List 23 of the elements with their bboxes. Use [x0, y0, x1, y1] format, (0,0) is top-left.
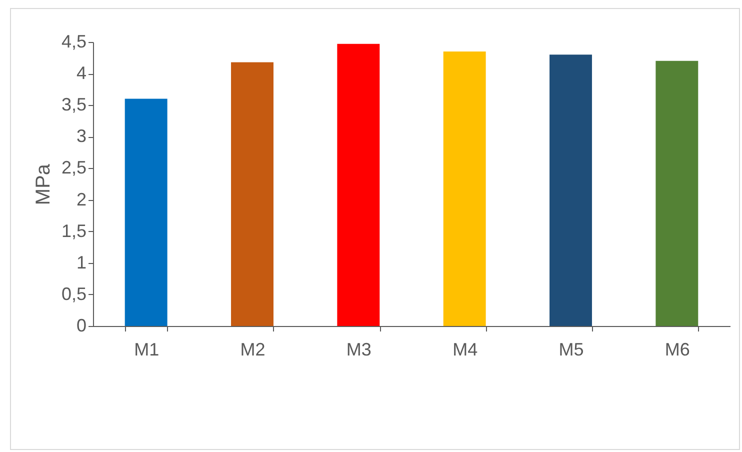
x-tick-label: M6 — [664, 340, 690, 360]
x-tick-label: M4 — [452, 340, 478, 360]
y-tick-label: 4,5 — [61, 32, 86, 52]
x-tick-label: M5 — [558, 340, 584, 360]
bar — [337, 44, 380, 326]
y-tick-label: 4 — [76, 63, 86, 84]
y-tick-label: 3 — [76, 126, 86, 146]
x-tick-label: M1 — [134, 340, 160, 360]
bar — [656, 60, 698, 326]
bar — [231, 62, 274, 326]
bar — [443, 51, 486, 326]
y-tick-label: 1 — [76, 252, 86, 272]
bar — [550, 54, 592, 326]
y-axis-title: MPa — [32, 163, 54, 206]
y-tick-label: 0 — [76, 316, 86, 336]
y-tick-label: 1,5 — [61, 220, 86, 241]
y-tick-label: 3,5 — [61, 94, 86, 115]
x-tick-label: M2 — [240, 340, 266, 360]
bar — [124, 98, 168, 326]
y-tick-label: 2 — [76, 189, 86, 210]
y-tick-label: 0,5 — [61, 284, 86, 304]
y-tick-label: 2,5 — [61, 158, 86, 178]
x-tick-label: M3 — [346, 340, 372, 360]
